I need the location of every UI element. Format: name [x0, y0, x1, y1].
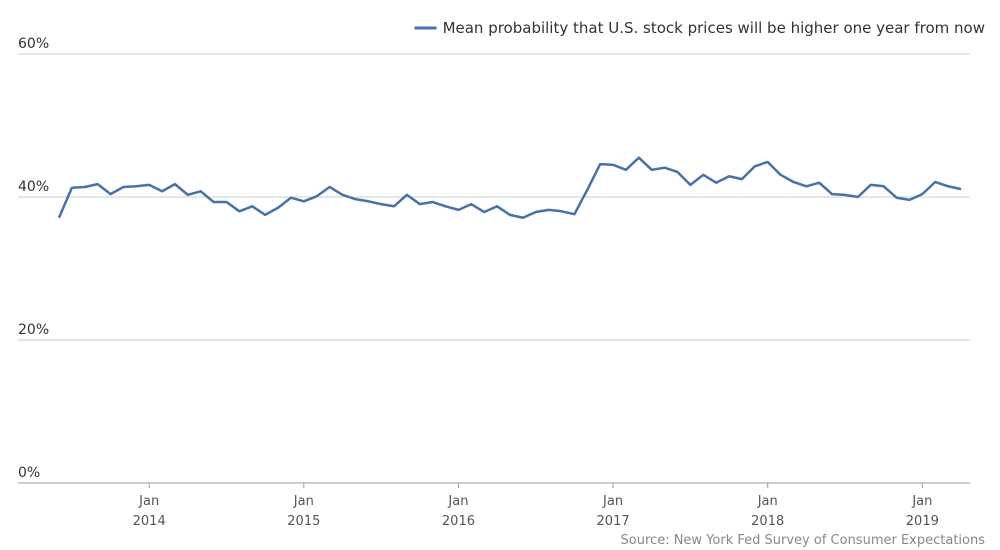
x-tick-sublabel: 2014 [133, 514, 166, 529]
y-tick-label: 0% [18, 465, 40, 481]
x-tick-label: Jan [602, 494, 623, 509]
data-line [57, 156, 962, 219]
x-tick-label: Jan [757, 494, 778, 509]
x-tick-sublabel: 2018 [751, 514, 784, 529]
x-tick-label: Jan [447, 494, 468, 509]
x-tick-sublabel: 2017 [597, 514, 630, 529]
x-tick-label: Jan [138, 494, 159, 509]
y-tick-label: 20% [18, 322, 49, 338]
y-tick-label: 40% [18, 179, 49, 195]
y-tick-label: 60% [18, 36, 49, 52]
x-tick-sublabel: 2015 [287, 514, 320, 529]
x-tick-sublabel: 2016 [442, 514, 475, 529]
source-note: Source: New York Fed Survey of Consumer … [621, 533, 986, 548]
x-tick-sublabel: 2019 [906, 514, 939, 529]
legend-label: Mean probability that U.S. stock prices … [443, 19, 985, 37]
x-tick-label: Jan [911, 494, 932, 509]
x-tick-label: Jan [293, 494, 314, 509]
